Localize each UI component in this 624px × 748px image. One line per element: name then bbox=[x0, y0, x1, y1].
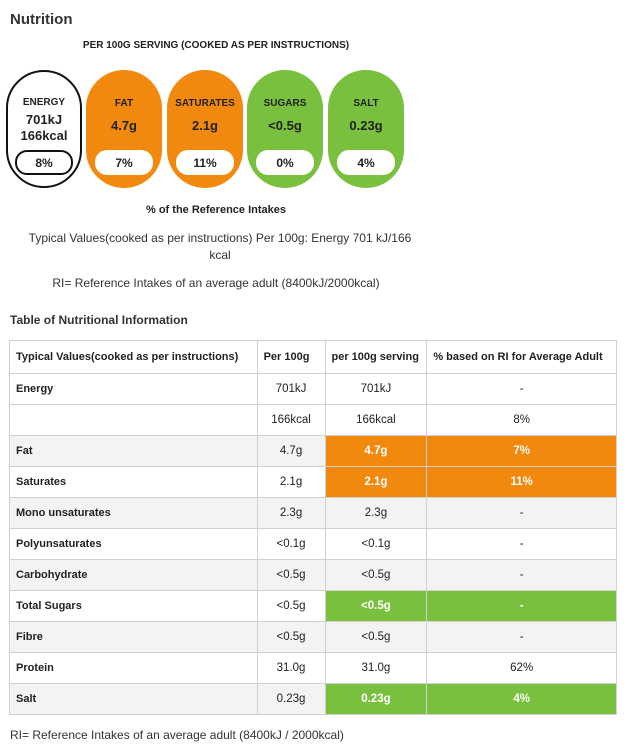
lozenge-value-kcal: 166kcal bbox=[20, 128, 68, 143]
header-ri-percent: % based on RI for Average Adult bbox=[426, 340, 617, 374]
cell-ri: 11% bbox=[426, 466, 617, 498]
cell-ri: - bbox=[426, 621, 617, 653]
table-row: Saturates 2.1g 2.1g 11% bbox=[9, 466, 617, 498]
table-row: Fat 4.7g 4.7g 7% bbox=[9, 435, 617, 467]
cell-ri: - bbox=[426, 590, 617, 622]
table-row: Mono unsaturates 2.3g 2.3g - bbox=[9, 497, 617, 529]
lozenge-name: SALT bbox=[353, 98, 379, 109]
lozenge-name: SATURATES bbox=[175, 98, 235, 109]
table-row: Salt 0.23g 0.23g 4% bbox=[9, 683, 617, 715]
table-header-row: Typical Values(cooked as per instruction… bbox=[9, 340, 617, 374]
row-label: Energy bbox=[9, 373, 258, 405]
lozenge-energy: ENERGY 701kJ 166kcal 8% bbox=[6, 70, 82, 188]
row-label: Protein bbox=[9, 652, 258, 684]
row-label: Fibre bbox=[9, 621, 258, 653]
lozenge-name: ENERGY bbox=[22, 97, 66, 108]
ri-note: RI= Reference Intakes of an average adul… bbox=[52, 276, 380, 290]
cell-per-100g: 0.23g bbox=[256, 683, 326, 715]
cell-per-100g: <0.5g bbox=[256, 621, 326, 653]
cell-per-100g: 4.7g bbox=[256, 435, 326, 467]
cell-per-100g: 166kcal bbox=[256, 404, 326, 436]
cell-per-100g: 2.3g bbox=[256, 497, 326, 529]
row-label: Polyunsaturates bbox=[9, 528, 258, 560]
lozenge-value: 0.23g bbox=[349, 118, 383, 133]
cell-per-serving: <0.5g bbox=[324, 559, 428, 591]
lozenge-percent: 0% bbox=[256, 150, 314, 175]
row-label: Fat bbox=[9, 435, 258, 467]
cell-per-100g: 701kJ bbox=[256, 373, 326, 405]
cell-ri: 62% bbox=[426, 652, 617, 684]
table-row: Total Sugars <0.5g <0.5g - bbox=[9, 590, 617, 622]
cell-per-100g: 2.1g bbox=[256, 466, 326, 498]
row-label: Mono unsaturates bbox=[9, 497, 258, 529]
cell-per-100g: <0.5g bbox=[256, 559, 326, 591]
lozenge-sugars: SUGARS <0.5g 0% bbox=[247, 70, 323, 188]
header-per-100g: Per 100g bbox=[256, 340, 326, 374]
cell-per-serving: <0.5g bbox=[324, 590, 428, 622]
cell-ri: 8% bbox=[426, 404, 617, 436]
traffic-light-lozenges: ENERGY 701kJ 166kcal 8% FAT 4.7g 7% SATU… bbox=[6, 70, 408, 188]
table-row: Fibre <0.5g <0.5g - bbox=[9, 621, 617, 653]
lozenge-value: 2.1g bbox=[191, 118, 218, 133]
cell-ri: 4% bbox=[426, 683, 617, 715]
cell-ri: 7% bbox=[426, 435, 617, 467]
cell-ri: - bbox=[426, 528, 617, 560]
cell-ri: - bbox=[426, 559, 617, 591]
table-title: Table of Nutritional Information bbox=[10, 313, 188, 327]
header-typical-values: Typical Values(cooked as per instruction… bbox=[9, 340, 258, 374]
row-label: Salt bbox=[9, 683, 258, 715]
cell-per-serving: 166kcal bbox=[324, 404, 428, 436]
row-label: Carbohydrate bbox=[9, 559, 258, 591]
row-label: Saturates bbox=[9, 466, 258, 498]
lozenge-percent: 11% bbox=[176, 150, 234, 175]
cell-ri: - bbox=[426, 373, 617, 405]
lozenge-value: 701kJ bbox=[25, 112, 63, 127]
lozenge-percent: 4% bbox=[337, 150, 395, 175]
lozenge-name: SUGARS bbox=[263, 98, 307, 109]
row-label bbox=[9, 404, 258, 436]
lozenge-salt: SALT 0.23g 4% bbox=[328, 70, 404, 188]
cell-per-serving: 2.1g bbox=[324, 466, 428, 498]
cell-per-serving: 2.3g bbox=[324, 497, 428, 529]
cell-ri: - bbox=[426, 497, 617, 529]
cell-per-serving: 0.23g bbox=[324, 683, 428, 715]
lozenge-name: FAT bbox=[114, 98, 134, 109]
lozenge-value: <0.5g bbox=[268, 118, 302, 133]
footer-ri-note: RI= Reference Intakes of an average adul… bbox=[10, 728, 344, 742]
lozenge-value: 4.7g bbox=[110, 118, 137, 133]
typical-values-text: Typical Values(cooked as per instruction… bbox=[28, 231, 412, 262]
header-per-serving: per 100g serving bbox=[324, 340, 428, 374]
nutrition-title: Nutrition bbox=[10, 11, 73, 28]
cell-per-100g: <0.1g bbox=[256, 528, 326, 560]
cell-per-serving: <0.1g bbox=[324, 528, 428, 560]
cell-per-serving: 31.0g bbox=[324, 652, 428, 684]
table-row: Carbohydrate <0.5g <0.5g - bbox=[9, 559, 617, 591]
ri-caption: % of the Reference Intakes bbox=[146, 204, 286, 216]
cell-per-serving: 701kJ bbox=[324, 373, 428, 405]
cell-per-100g: <0.5g bbox=[256, 590, 326, 622]
lozenge-percent: 8% bbox=[15, 150, 73, 175]
serving-header: PER 100G SERVING (COOKED AS PER INSTRUCT… bbox=[82, 40, 350, 51]
lozenge-saturates: SATURATES 2.1g 11% bbox=[167, 70, 243, 188]
table-row: Energy 701kJ 701kJ - bbox=[9, 373, 617, 405]
cell-per-serving: 4.7g bbox=[324, 435, 428, 467]
cell-per-100g: 31.0g bbox=[256, 652, 326, 684]
nutrition-table: Typical Values(cooked as per instruction… bbox=[9, 340, 617, 715]
table-row: Protein 31.0g 31.0g 62% bbox=[9, 652, 617, 684]
table-row: 166kcal 166kcal 8% bbox=[9, 404, 617, 436]
cell-per-serving: <0.5g bbox=[324, 621, 428, 653]
lozenge-fat: FAT 4.7g 7% bbox=[86, 70, 162, 188]
table-row: Polyunsaturates <0.1g <0.1g - bbox=[9, 528, 617, 560]
row-label: Total Sugars bbox=[9, 590, 258, 622]
lozenge-percent: 7% bbox=[95, 150, 153, 175]
